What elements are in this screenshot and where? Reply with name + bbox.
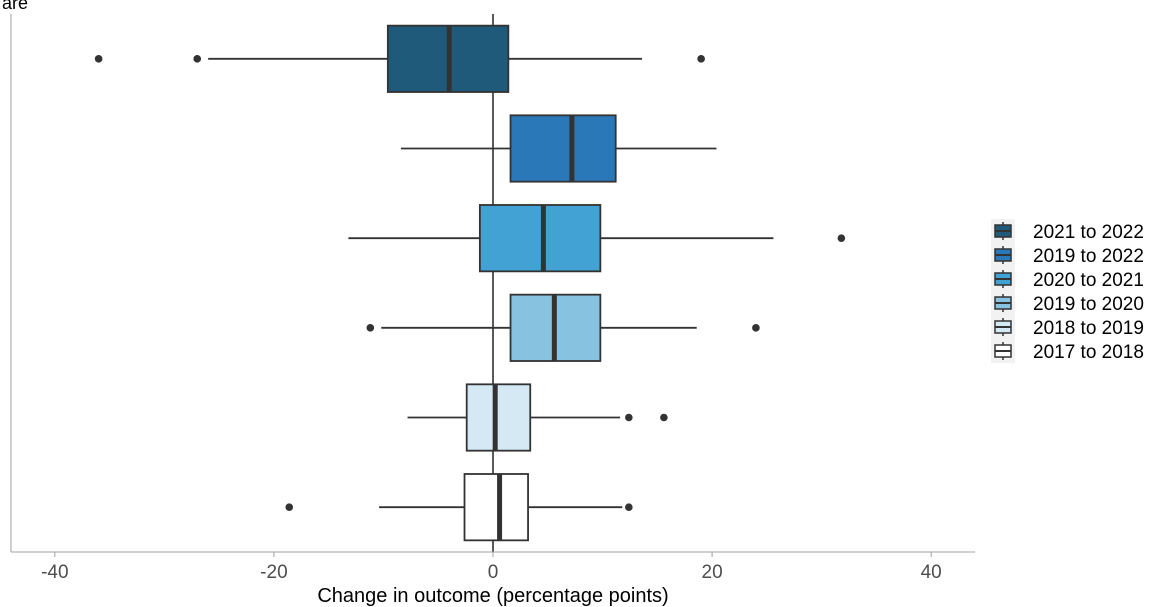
x-axis: -40 -20 0 20 40	[10, 14, 975, 583]
box-iqr	[478, 204, 602, 273]
legend: 2021 to 2022 2019 to 2022 2020 to 2021 2019…	[991, 219, 1144, 363]
legend-label: 2021 to 2022	[1033, 222, 1144, 243]
outlier-point	[285, 503, 294, 511]
legend-label: 2018 to 2019	[1033, 318, 1144, 339]
box-2020-to-2021	[348, 204, 846, 273]
legend-item-2019-to-2022: 2019 to 2022	[991, 243, 1144, 267]
outlier-point	[660, 413, 668, 422]
box-2018-to-2019	[407, 383, 668, 452]
corner-text: are	[2, 0, 28, 13]
outlier-point	[837, 234, 846, 242]
box-2021-to-2022	[94, 24, 705, 93]
legend-item-2018-to-2019: 2018 to 2019	[991, 315, 1144, 339]
legend-label: 2020 to 2021	[1033, 270, 1144, 291]
outlier-point	[697, 55, 705, 63]
box-2019-to-2022	[400, 114, 717, 183]
box-iqr	[465, 383, 532, 452]
outlier-point	[193, 55, 202, 63]
outlier-point	[625, 503, 633, 511]
box-iqr	[463, 473, 529, 542]
plot-area	[94, 14, 846, 552]
legend-item-2021-to-2022: 2021 to 2022	[991, 219, 1144, 243]
box-2019-to-2020	[366, 293, 760, 362]
box-iqr	[509, 114, 617, 183]
x-tick-label: 20	[702, 562, 723, 583]
legend-item-2020-to-2021: 2020 to 2021	[991, 267, 1144, 291]
outlier-point	[625, 413, 633, 422]
legend-label: 2019 to 2022	[1033, 246, 1144, 267]
outlier-point	[752, 324, 760, 332]
x-tick-label: -20	[260, 562, 287, 583]
x-axis-title: Change in outcome (percentage points)	[317, 585, 668, 607]
box-2017-to-2018	[285, 473, 633, 542]
outlier-point	[94, 55, 103, 63]
x-tick-label: 0	[488, 562, 499, 583]
outlier-point	[366, 324, 375, 332]
x-tick-label: 40	[921, 562, 942, 583]
legend-label: 2019 to 2020	[1033, 294, 1144, 315]
legend-item-2019-to-2020: 2019 to 2020	[991, 291, 1144, 315]
x-tick-label: -40	[41, 562, 68, 583]
legend-item-2017-to-2018: 2017 to 2018	[991, 339, 1144, 363]
legend-label: 2017 to 2018	[1033, 342, 1144, 363]
